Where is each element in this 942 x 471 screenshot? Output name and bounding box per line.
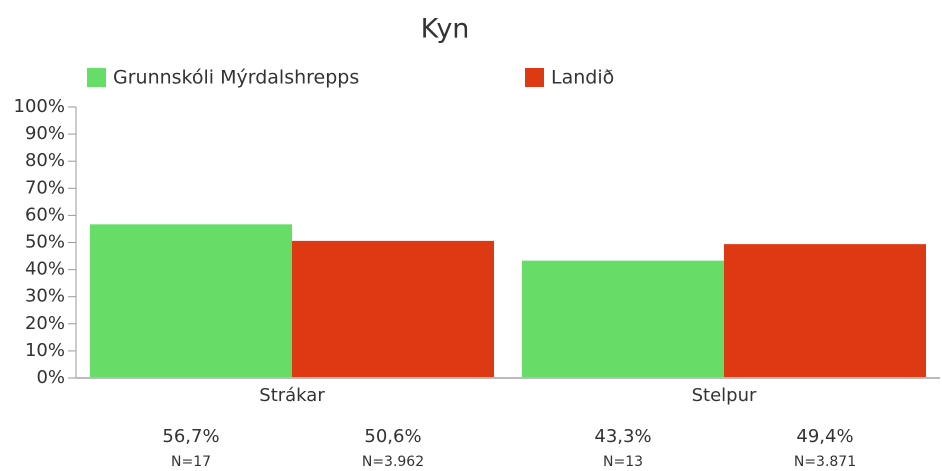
bar bbox=[522, 260, 724, 378]
value-label: 56,7% bbox=[162, 426, 219, 447]
y-tick-label: 40% bbox=[25, 259, 65, 280]
legend-label: Grunnskóli Mýrdalshrepps bbox=[113, 67, 359, 89]
value-label: 50,6% bbox=[364, 426, 421, 447]
n-label: N=13 bbox=[603, 454, 643, 470]
y-tick-label: 90% bbox=[25, 123, 65, 144]
value-label: 49,4% bbox=[796, 426, 853, 447]
n-label: N=3.871 bbox=[794, 454, 856, 470]
y-tick-label: 50% bbox=[25, 232, 65, 253]
y-tick-label: 70% bbox=[25, 177, 65, 198]
y-tick-label: 20% bbox=[25, 313, 65, 334]
chart-title: Kyn bbox=[421, 14, 470, 45]
y-tick-label: 100% bbox=[14, 96, 65, 117]
bar bbox=[724, 244, 926, 378]
y-tick-label: 80% bbox=[25, 150, 65, 171]
n-label: N=17 bbox=[171, 454, 211, 470]
legend-swatch bbox=[87, 68, 106, 87]
y-tick-label: 10% bbox=[25, 340, 65, 361]
y-tick-label: 30% bbox=[25, 286, 65, 307]
n-label: N=3.962 bbox=[362, 454, 424, 470]
bar bbox=[90, 224, 292, 378]
x-tick-label: Stelpur bbox=[692, 385, 757, 406]
legend-swatch bbox=[525, 68, 544, 87]
legend-label: Landið bbox=[551, 67, 614, 89]
y-tick-label: 60% bbox=[25, 204, 65, 225]
value-label: 43,3% bbox=[594, 426, 651, 447]
y-tick-label: 0% bbox=[36, 367, 65, 388]
bar bbox=[292, 240, 494, 378]
x-tick-label: Strákar bbox=[259, 385, 325, 406]
